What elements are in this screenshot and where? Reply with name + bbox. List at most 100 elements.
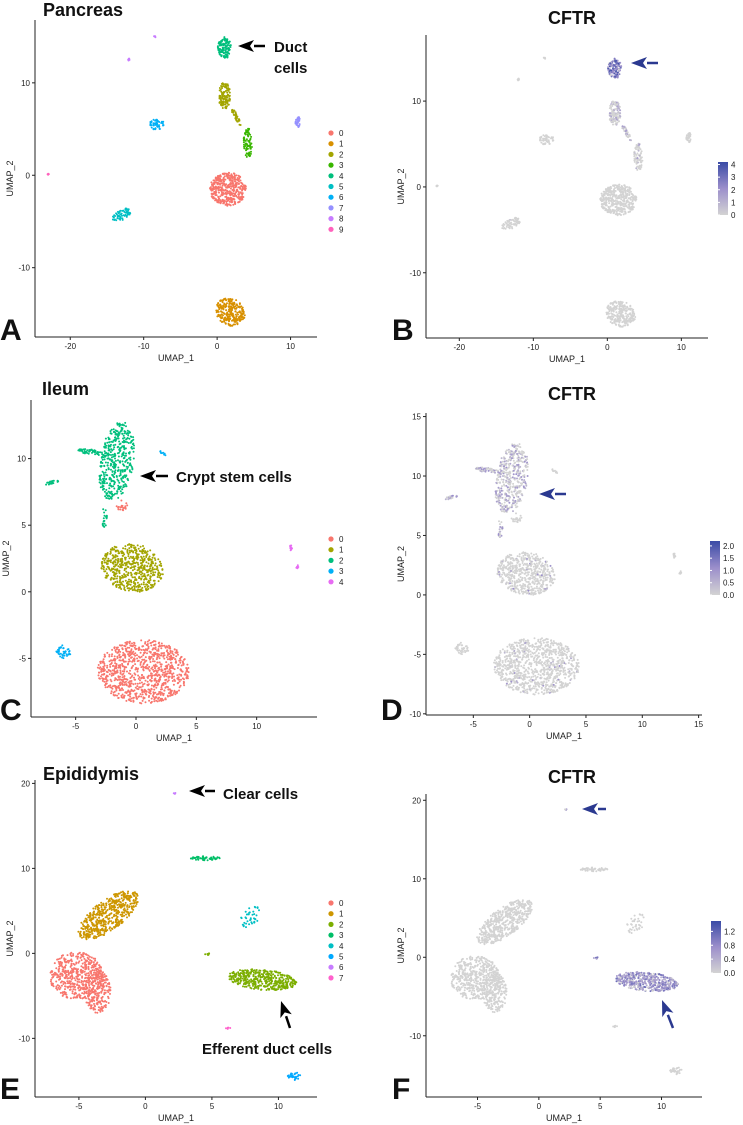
data-point (127, 432, 130, 435)
data-point (117, 496, 120, 499)
data-point (115, 663, 118, 665)
data-point (126, 544, 129, 546)
data-point (117, 583, 120, 586)
data-point (152, 685, 155, 688)
data-point (633, 153, 636, 156)
data-point (550, 656, 553, 659)
data-point (156, 661, 159, 664)
data-point (151, 566, 154, 569)
data-point (119, 583, 122, 586)
data-point (608, 202, 611, 205)
data-point (566, 651, 569, 654)
data-point (608, 207, 611, 210)
data-point (105, 670, 108, 673)
data-point (118, 451, 120, 454)
data-point (233, 316, 236, 319)
data-point (211, 183, 213, 186)
legend-label: 2 (339, 556, 344, 565)
data-point (117, 508, 120, 511)
data-point (132, 457, 135, 460)
data-point (217, 48, 220, 51)
data-point (122, 689, 124, 691)
data-point (111, 672, 113, 675)
data-point (109, 686, 112, 689)
data-point (121, 488, 124, 491)
x-tick-label: -5 (72, 722, 80, 731)
data-point (134, 571, 137, 574)
data-point (102, 517, 105, 520)
data-point (151, 568, 154, 571)
data-point (121, 670, 124, 673)
data-point (142, 658, 144, 661)
data-point (156, 649, 159, 652)
data-point (110, 497, 112, 499)
data-point (234, 310, 237, 313)
data-point (111, 470, 114, 473)
data-point (183, 684, 186, 687)
data-point (146, 550, 149, 553)
data-point (614, 319, 616, 322)
data-point (227, 87, 230, 90)
data-point (153, 568, 156, 571)
data-point (150, 126, 153, 129)
y-tick-label: 0 (26, 171, 31, 180)
legend-label: 9 (339, 225, 344, 234)
data-point (178, 678, 181, 681)
data-point (628, 139, 631, 141)
data-point (133, 588, 136, 591)
data-point (99, 451, 102, 454)
data-point (235, 178, 238, 181)
data-point (165, 675, 168, 678)
data-point (117, 469, 119, 472)
data-point (140, 688, 143, 691)
data-point (211, 193, 214, 196)
data-point (163, 668, 166, 671)
data-point (113, 667, 116, 670)
data-point (86, 449, 89, 452)
data-point (121, 491, 124, 494)
legend-swatch (328, 547, 334, 553)
arrow-cftr-crypt-icon (539, 488, 566, 500)
data-point (142, 645, 145, 648)
data-point (618, 185, 620, 188)
x-tick-label: -5 (470, 720, 478, 729)
data-point (224, 106, 227, 109)
data-point (542, 143, 545, 146)
arrow-cftr-duct-icon (631, 57, 658, 69)
data-point (105, 478, 108, 480)
data-point (632, 311, 635, 314)
data-point (180, 669, 183, 671)
data-point (116, 655, 119, 658)
data-point (111, 547, 114, 549)
data-point (547, 140, 550, 143)
legend-swatch (328, 194, 334, 200)
data-point (121, 480, 124, 483)
data-point (120, 678, 123, 681)
data-point (619, 208, 622, 211)
data-point (509, 222, 512, 225)
data-point (124, 213, 127, 216)
data-point (154, 119, 157, 122)
data-point (116, 555, 119, 558)
data-point (608, 112, 611, 115)
data-point (124, 468, 127, 471)
data-point (219, 314, 222, 317)
data-point (639, 155, 642, 158)
data-point (219, 316, 222, 318)
data-point (151, 674, 154, 677)
panel-letter-e: E (0, 1073, 20, 1106)
data-point (218, 197, 221, 200)
data-point (135, 692, 138, 695)
data-point (225, 200, 228, 203)
data-point (138, 647, 141, 650)
data-point (160, 120, 163, 123)
data-point (128, 642, 131, 645)
data-point (249, 146, 252, 149)
data-point (233, 180, 236, 183)
data-point (612, 119, 615, 122)
x-tick-label: -20 (454, 343, 466, 352)
data-point (99, 486, 102, 489)
data-point (143, 547, 146, 550)
data-point (617, 68, 620, 71)
data-point (627, 211, 630, 214)
